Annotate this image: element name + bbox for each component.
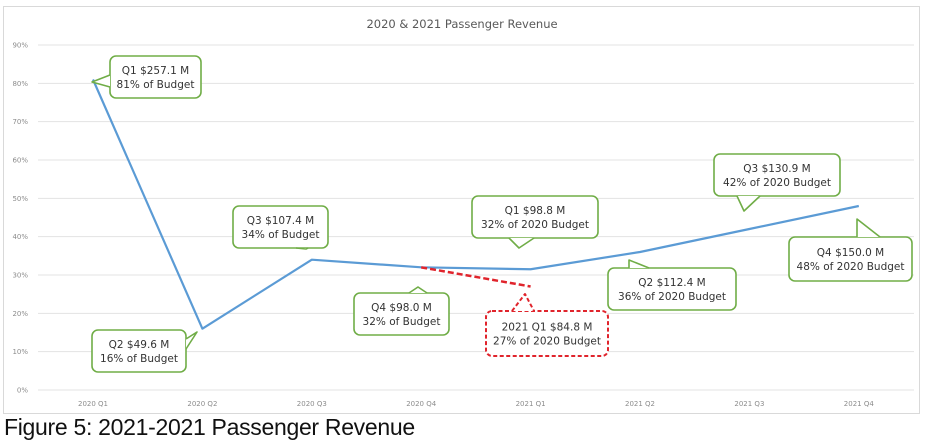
callout-pointer [628, 259, 650, 269]
data-callout: Q4 $150.0 M 48% of 2020 Budget [788, 218, 913, 282]
callout-pointer-fill [509, 238, 534, 248]
x-tick-label: 2020 Q2 [187, 400, 217, 408]
data-callout: Q2 $49.6 M 16% of Budget [91, 329, 198, 373]
callout-box [109, 55, 202, 99]
figure-caption: Figure 5: 2021-2021 Passenger Revenue [4, 414, 415, 440]
data-callout: Q4 $98.0 M 32% of Budget [353, 286, 450, 336]
callout-box [353, 292, 450, 336]
callout-percent: 34% of Budget [242, 229, 320, 241]
callout-box [232, 205, 329, 249]
x-tick-label: 2020 Q1 [78, 400, 108, 408]
y-tick-label: 70% [12, 118, 28, 126]
callout-pointer [295, 247, 309, 250]
callout-value: Q1 $257.1 M [122, 65, 189, 77]
y-tick-label: 40% [12, 233, 28, 241]
callout-value: Q2 $49.6 M [109, 339, 170, 351]
callout-percent: 36% of 2020 Budget [618, 291, 726, 303]
callout-value: Q3 $130.9 M [743, 163, 810, 175]
callout-pointer [856, 218, 881, 238]
callout-value: Q2 $112.4 M [638, 277, 705, 289]
x-tick-label: 2020 Q4 [406, 400, 437, 408]
callout-pointer [185, 331, 198, 350]
callout-box [713, 153, 841, 197]
y-tick-label: 60% [12, 157, 28, 165]
series [91, 79, 860, 330]
line-chart: 2020 & 2021 Passenger Revenue 0% 10% 20% 30… [12, 17, 914, 408]
x-tick-label: 2021 Q4 [844, 400, 875, 408]
data-callout: Q2 $112.4 M 36% of 2020 Budget [607, 259, 737, 311]
callout-value: 2021 Q1 $84.8 M [502, 322, 593, 334]
callout-box [607, 267, 737, 311]
callout-value: Q4 $98.0 M [371, 302, 432, 314]
x-tick-label: 2020 Q3 [297, 400, 327, 408]
callout-percent: 81% of Budget [117, 79, 195, 91]
chart-frame: 2020 & 2021 Passenger Revenue 0% 10% 20% 30… [3, 6, 920, 414]
callout-box [91, 329, 187, 373]
callout-percent: 42% of 2020 Budget [723, 177, 831, 189]
callout-percent: 32% of 2020 Budget [481, 219, 589, 231]
callout-percent: 32% of Budget [363, 316, 441, 328]
callout-value: Q1 $98.8 M [505, 205, 566, 217]
y-axis-ticks: 0% 10% 20% 30% 40% 50% 60% 70% 80% 90% [12, 42, 28, 395]
data-callout: Q3 $130.9 M 42% of 2020 Budget [713, 153, 841, 212]
projection-line [420, 266, 531, 288]
callout-pointer [511, 293, 535, 312]
y-tick-label: 30% [12, 272, 28, 280]
chart-title: 2020 & 2021 Passenger Revenue [366, 17, 557, 31]
x-tick-label: 2021 Q2 [625, 400, 655, 408]
data-callout: Q3 $107.4 M 34% of Budget [232, 205, 329, 250]
y-tick-label: 80% [12, 80, 28, 88]
callout-percent: 16% of Budget [100, 353, 178, 365]
x-axis-ticks: 2020 Q1 2020 Q2 2020 Q3 2020 Q4 2021 Q1 2021 … [78, 400, 874, 408]
callout-value: Q3 $107.4 M [247, 215, 314, 227]
y-tick-label: 90% [12, 42, 28, 50]
y-tick-label: 50% [12, 195, 28, 203]
callout-pointer [408, 286, 428, 294]
callout-pointer [91, 74, 111, 88]
y-tick-label: 20% [12, 310, 28, 318]
y-tick-label: 0% [17, 387, 28, 395]
callout-box [485, 310, 609, 357]
projection-callout: 2021 Q1 $84.8 M 27% of 2020 Budget [485, 293, 609, 357]
callout-box [471, 195, 599, 239]
callout-percent: 27% of 2020 Budget [493, 336, 601, 348]
callout-pointer [736, 195, 761, 212]
callout-pointer-fill [92, 75, 110, 87]
y-tick-label: 10% [12, 348, 28, 356]
callout-pointer-fill [409, 287, 427, 293]
data-callout: Q1 $98.8 M 32% of 2020 Budget [471, 195, 599, 249]
data-callout: Q1 $257.1 M 81% of Budget [91, 55, 202, 99]
callout-value: Q4 $150.0 M [817, 247, 884, 259]
x-tick-label: 2021 Q1 [516, 400, 546, 408]
callout-percent: 48% of 2020 Budget [797, 261, 905, 273]
revenue-line [91, 79, 860, 330]
callout-box [788, 236, 913, 282]
callouts: Q1 $257.1 M 81% of Budget Q2 $49.6 M 16% of… [91, 55, 913, 373]
callout-pointer [508, 237, 535, 249]
callout-pointer-fill [512, 294, 534, 311]
x-tick-label: 2021 Q3 [734, 400, 764, 408]
